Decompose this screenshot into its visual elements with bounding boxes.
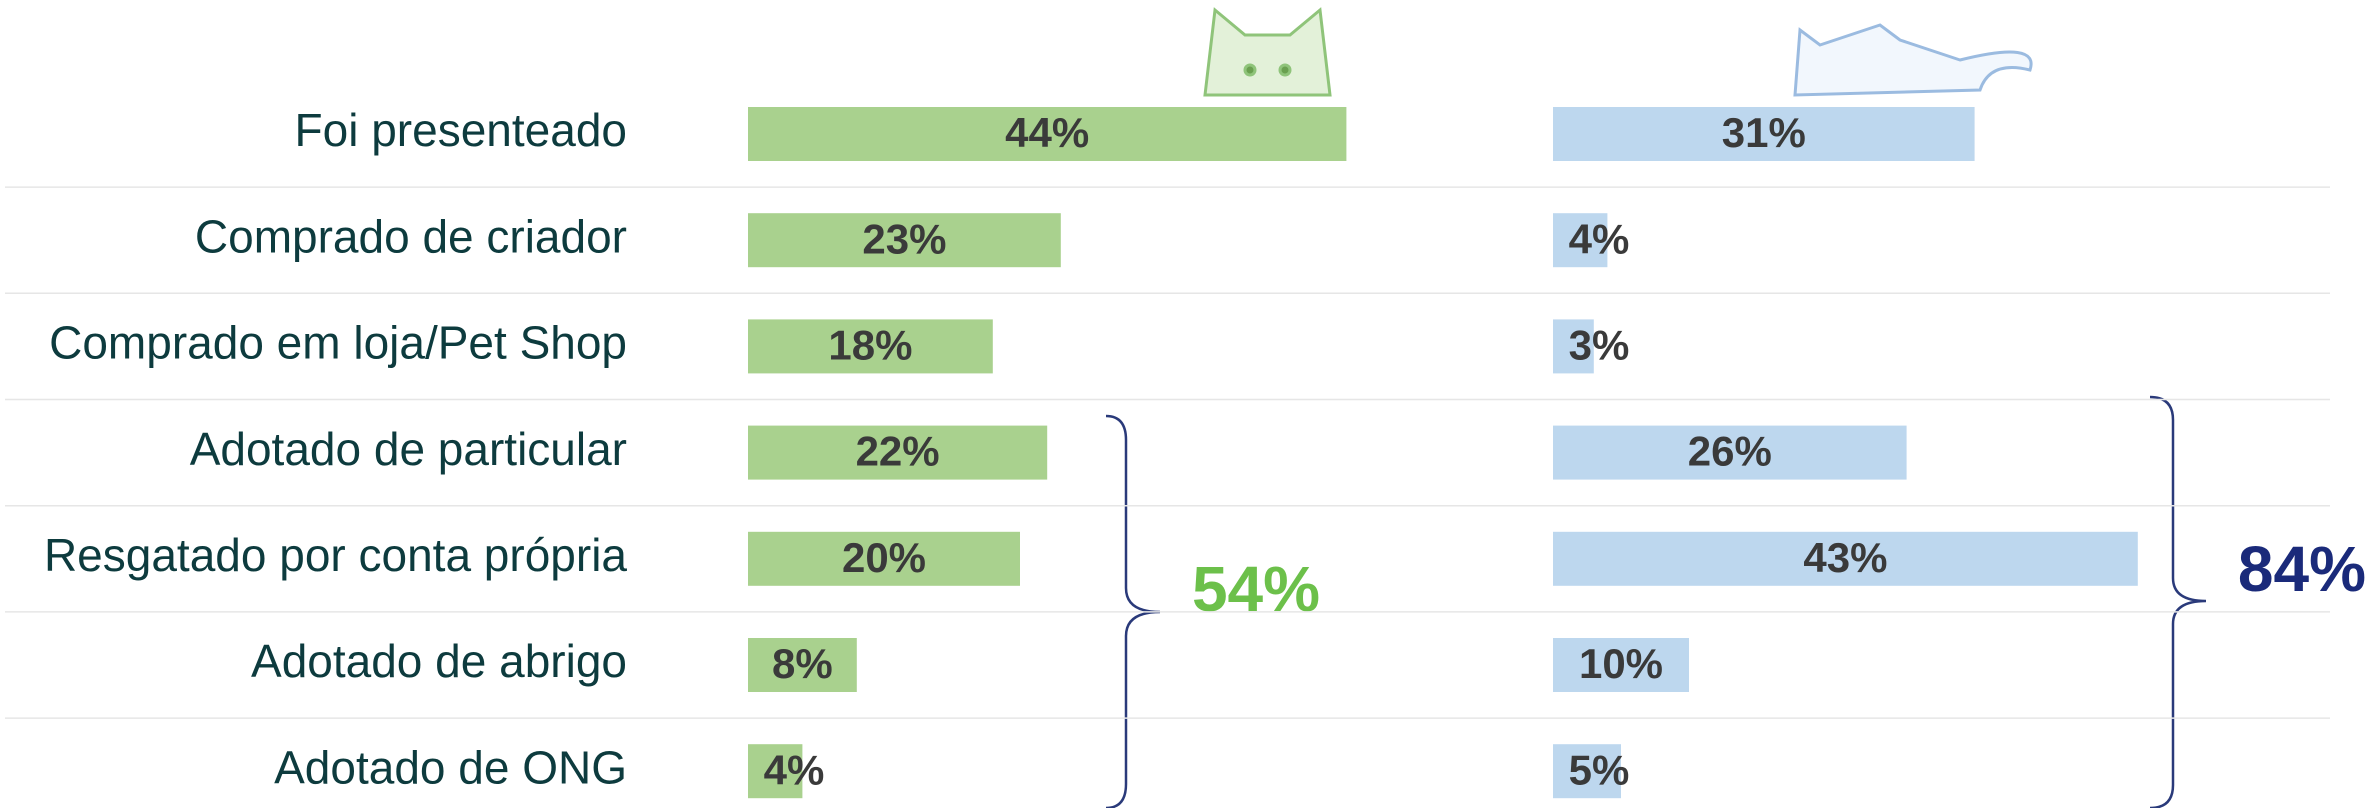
value-label: 3% bbox=[1569, 321, 1630, 368]
bar bbox=[1553, 638, 1689, 692]
bar bbox=[1553, 107, 1975, 161]
value-label: 10% bbox=[1579, 640, 1663, 687]
bar bbox=[1553, 319, 1594, 374]
brace bbox=[2149, 395, 2207, 808]
bar bbox=[748, 638, 857, 692]
bar bbox=[748, 319, 993, 374]
category-label: Adotado de ONG bbox=[274, 741, 627, 793]
value-label: 22% bbox=[856, 428, 940, 475]
bar bbox=[1553, 531, 2138, 586]
bar bbox=[748, 425, 1048, 480]
bar bbox=[748, 213, 1061, 268]
cat-icon bbox=[1793, 23, 2033, 97]
value-label: 5% bbox=[1569, 746, 1630, 793]
category-label: Comprado de criador bbox=[195, 210, 627, 262]
value-label: 26% bbox=[1688, 428, 1772, 475]
dog-icon bbox=[1203, 7, 1332, 97]
value-label: 31% bbox=[1722, 109, 1806, 156]
value-label: 20% bbox=[842, 534, 926, 581]
bar bbox=[1553, 744, 1621, 799]
category-label: Adotado de particular bbox=[190, 423, 627, 475]
annotation: 54% bbox=[1192, 553, 1320, 625]
category-label: Foi presenteado bbox=[295, 104, 627, 156]
annotation: 84% bbox=[2238, 533, 2366, 605]
category-label: Comprado em loja/Pet Shop bbox=[49, 317, 627, 369]
bar bbox=[1553, 425, 1907, 480]
value-label: 4% bbox=[1569, 215, 1630, 262]
value-label: 4% bbox=[764, 746, 825, 793]
bar bbox=[1553, 213, 1608, 268]
value-label: 23% bbox=[862, 215, 946, 262]
category-label: Adotado de abrigo bbox=[251, 635, 627, 687]
value-label: 44% bbox=[1005, 109, 1089, 156]
value-label: 18% bbox=[828, 321, 912, 368]
category-label: Resgatado por conta própria bbox=[44, 529, 627, 581]
value-label: 43% bbox=[1803, 534, 1887, 581]
bar bbox=[748, 107, 1347, 161]
value-label: 8% bbox=[772, 640, 833, 687]
bar bbox=[748, 744, 803, 799]
bar bbox=[748, 531, 1020, 586]
